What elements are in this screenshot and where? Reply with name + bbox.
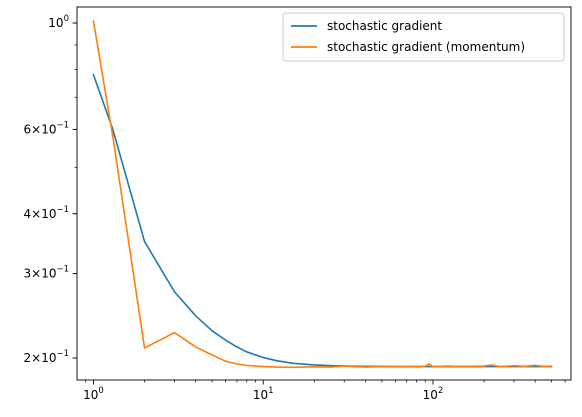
plot-frame xyxy=(76,6,572,381)
series-line-1 xyxy=(92,20,553,369)
y-tick-label: 3×10−1 xyxy=(23,265,69,281)
y-tick-label: 2×10−1 xyxy=(23,349,69,365)
x-tick-label: 102 xyxy=(423,386,444,402)
legend-box xyxy=(282,12,565,62)
y-tick-label: 6×10−1 xyxy=(23,120,69,136)
x-tick-label: 100 xyxy=(83,386,104,402)
legend-label-0: stochastic gradient xyxy=(327,19,442,33)
y-tick-label: 100 xyxy=(48,14,69,30)
legend-label-1: stochastic gradient (momentum) xyxy=(327,40,525,54)
series-layer xyxy=(92,20,553,369)
legend: stochastic gradient stochastic gradient (… xyxy=(282,12,565,62)
axes-layer: 100 101 102 100 6×10−1 4×10−1 3×10−1 2×10−1 xyxy=(23,6,572,402)
y-tick-label: 4×10−1 xyxy=(23,205,69,221)
x-tick-label: 101 xyxy=(253,386,274,402)
